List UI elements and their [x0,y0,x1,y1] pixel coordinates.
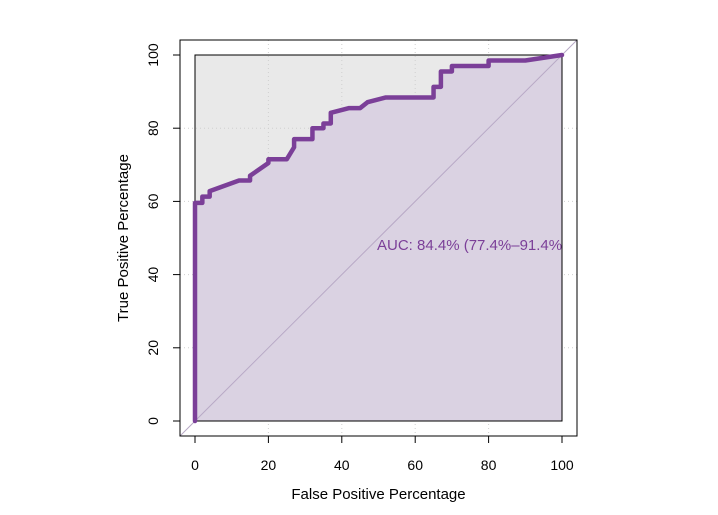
y-tick-label: 20 [145,340,161,356]
x-tick-label: 40 [334,457,350,473]
chance-diagonal-line [179,39,578,437]
y-tick-label: 100 [145,43,161,67]
y-tick-label: 80 [145,120,161,136]
plot-area [179,39,578,437]
y-tick-label: 60 [145,193,161,209]
y-tick-label: 0 [145,417,161,425]
roc-curve-line [192,52,565,424]
auc-annotation: AUC: 84.4% (77.4%–91.4% [377,237,562,254]
y-tick-label: 40 [145,267,161,283]
x-axis: 0 20 40 60 80 100 [191,436,574,473]
y-axis: 0 20 40 60 80 100 [145,43,180,425]
x-tick-label: 0 [191,457,199,473]
x-tick-label: 60 [407,457,423,473]
x-tick-label: 80 [481,457,497,473]
plot-frame [179,39,578,437]
x-tick-label: 20 [261,457,277,473]
y-axis-label: True Positive Percentage [115,154,132,322]
x-axis-label: False Positive Percentage [291,486,465,503]
x-tick-label: 100 [550,457,574,473]
